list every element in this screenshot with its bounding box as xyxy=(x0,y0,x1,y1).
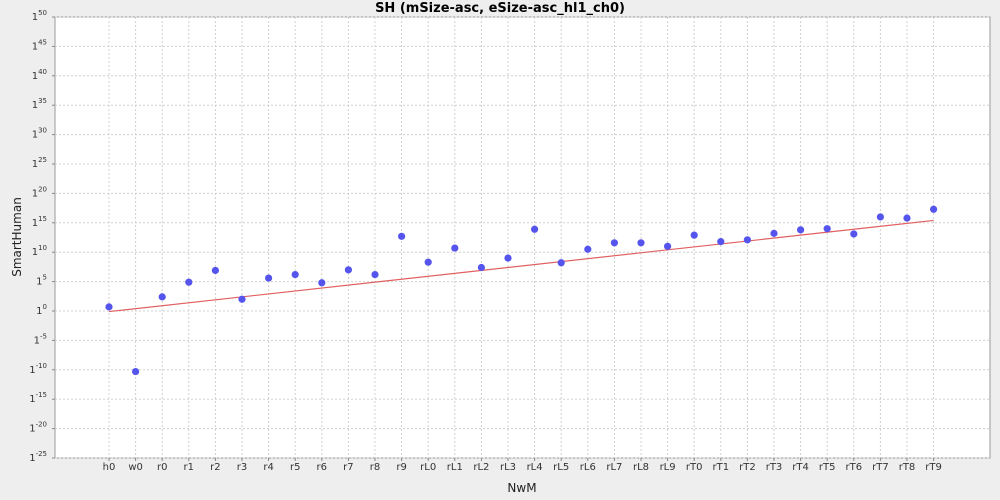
data-point-r3 xyxy=(238,295,246,303)
y-tick-label: 150 xyxy=(32,9,47,23)
y-tick-label: 115 xyxy=(32,215,47,229)
x-tick-label: r9 xyxy=(396,462,406,473)
y-tick-label: 15 xyxy=(36,274,47,288)
data-point-r9 xyxy=(398,232,406,240)
data-point-rT8 xyxy=(903,214,911,222)
data-point-rL9 xyxy=(664,242,672,250)
y-tick-label: 1-5 xyxy=(34,332,47,346)
x-tick-label: rL9 xyxy=(660,462,676,473)
data-point-rT4 xyxy=(797,226,805,234)
x-tick-label: r6 xyxy=(317,462,327,473)
y-tick-label: 110 xyxy=(32,244,47,258)
data-point-rT0 xyxy=(690,231,698,239)
data-point-r4 xyxy=(265,274,273,282)
data-point-rL3 xyxy=(504,254,512,262)
y-tick-label: 125 xyxy=(32,156,47,170)
data-point-rL0 xyxy=(424,258,432,266)
data-point-rL2 xyxy=(477,263,485,272)
x-tick-label: rT5 xyxy=(819,462,836,473)
data-point-rL1 xyxy=(451,244,459,252)
x-tick-label: rT1 xyxy=(713,462,730,473)
x-tick-label: r8 xyxy=(370,462,380,473)
x-tick-label: rL8 xyxy=(633,462,649,473)
x-tick-label: rT7 xyxy=(872,462,889,473)
x-axis: h0 w0 r0 r1 r2 r3 r4 r5 r6 r7 r8 r9 rL0 rL1 rL2 rL3 rL4 r… xyxy=(103,458,942,473)
data-point-r1 xyxy=(185,278,193,286)
data-point-rT9 xyxy=(930,205,938,213)
data-point-w0 xyxy=(132,367,140,376)
y-tick-label: 1-20 xyxy=(29,421,47,435)
data-point-r7 xyxy=(344,266,352,274)
x-tick-label: rL2 xyxy=(473,462,489,473)
y-tick-label: 1-25 xyxy=(29,450,47,464)
y-tick-label: 120 xyxy=(32,185,47,199)
data-point-rL4 xyxy=(531,225,539,233)
x-tick-label: rL7 xyxy=(606,462,622,473)
x-tick-label: rL0 xyxy=(420,462,436,473)
data-point-rL5 xyxy=(557,259,565,267)
x-tick-label: rT6 xyxy=(846,462,863,473)
x-tick-label: r5 xyxy=(290,462,300,473)
x-tick-label: r7 xyxy=(343,462,353,473)
data-point-rL8 xyxy=(637,239,645,247)
data-point-rL6 xyxy=(584,245,592,253)
x-tick-label: rL3 xyxy=(500,462,516,473)
data-point-h0 xyxy=(105,303,113,311)
data-point-rT6 xyxy=(850,230,858,238)
y-axis-label: SmartHuman xyxy=(10,197,24,277)
y-tick-label: 135 xyxy=(32,97,47,111)
data-point-rT3 xyxy=(770,229,778,237)
plot-area xyxy=(54,16,991,459)
x-tick-label: rL4 xyxy=(527,462,543,473)
y-tick-label: 140 xyxy=(32,68,47,82)
x-tick-label: w0 xyxy=(128,462,143,473)
x-tick-label: r4 xyxy=(263,462,273,473)
data-point-r8 xyxy=(371,270,379,279)
x-tick-label: rL5 xyxy=(553,462,569,473)
data-point-rL7 xyxy=(610,239,619,247)
data-point-r0 xyxy=(158,293,166,301)
data-point-r2 xyxy=(211,266,219,275)
data-point-rT7 xyxy=(876,213,885,221)
x-tick-label: r2 xyxy=(210,462,220,473)
trend-line xyxy=(108,219,934,313)
x-tick-label: h0 xyxy=(103,462,116,473)
chart-title: SH (mSize-asc, eSize-asc_hl1_ch0) xyxy=(375,1,625,16)
x-tick-label: r3 xyxy=(237,462,247,473)
x-tick-label: rT8 xyxy=(899,462,916,473)
data-points xyxy=(105,205,938,376)
x-axis-label: NwM xyxy=(507,481,536,495)
trend-line-layer xyxy=(108,219,934,313)
y-tick-label: 145 xyxy=(32,38,47,52)
data-point-rT2 xyxy=(743,236,752,244)
x-tick-label: r0 xyxy=(157,462,167,473)
data-point-rT5 xyxy=(823,225,831,233)
x-tick-label: rT0 xyxy=(686,462,703,473)
x-tick-label: rT3 xyxy=(766,462,783,473)
y-axis: 1-25 1-20 1-15 1-10 1-5 10 15 110 115 120 125 130 13… xyxy=(29,9,55,464)
x-tick-label: rT9 xyxy=(925,462,942,473)
data-point-rT1 xyxy=(717,238,725,246)
data-point-r6 xyxy=(318,279,326,287)
x-tick-label: r1 xyxy=(184,462,194,473)
x-tick-label: rT2 xyxy=(739,462,756,473)
y-tick-label: 1-10 xyxy=(29,362,47,376)
y-tick-label: 130 xyxy=(32,127,47,141)
y-tick-label: 10 xyxy=(36,303,47,317)
data-point-r5 xyxy=(291,270,299,279)
grid-lines xyxy=(55,16,990,459)
x-tick-label: rL1 xyxy=(447,462,463,473)
x-tick-label: rL6 xyxy=(580,462,596,473)
y-tick-label: 1-15 xyxy=(29,391,47,405)
x-tick-label: rT4 xyxy=(792,462,809,473)
